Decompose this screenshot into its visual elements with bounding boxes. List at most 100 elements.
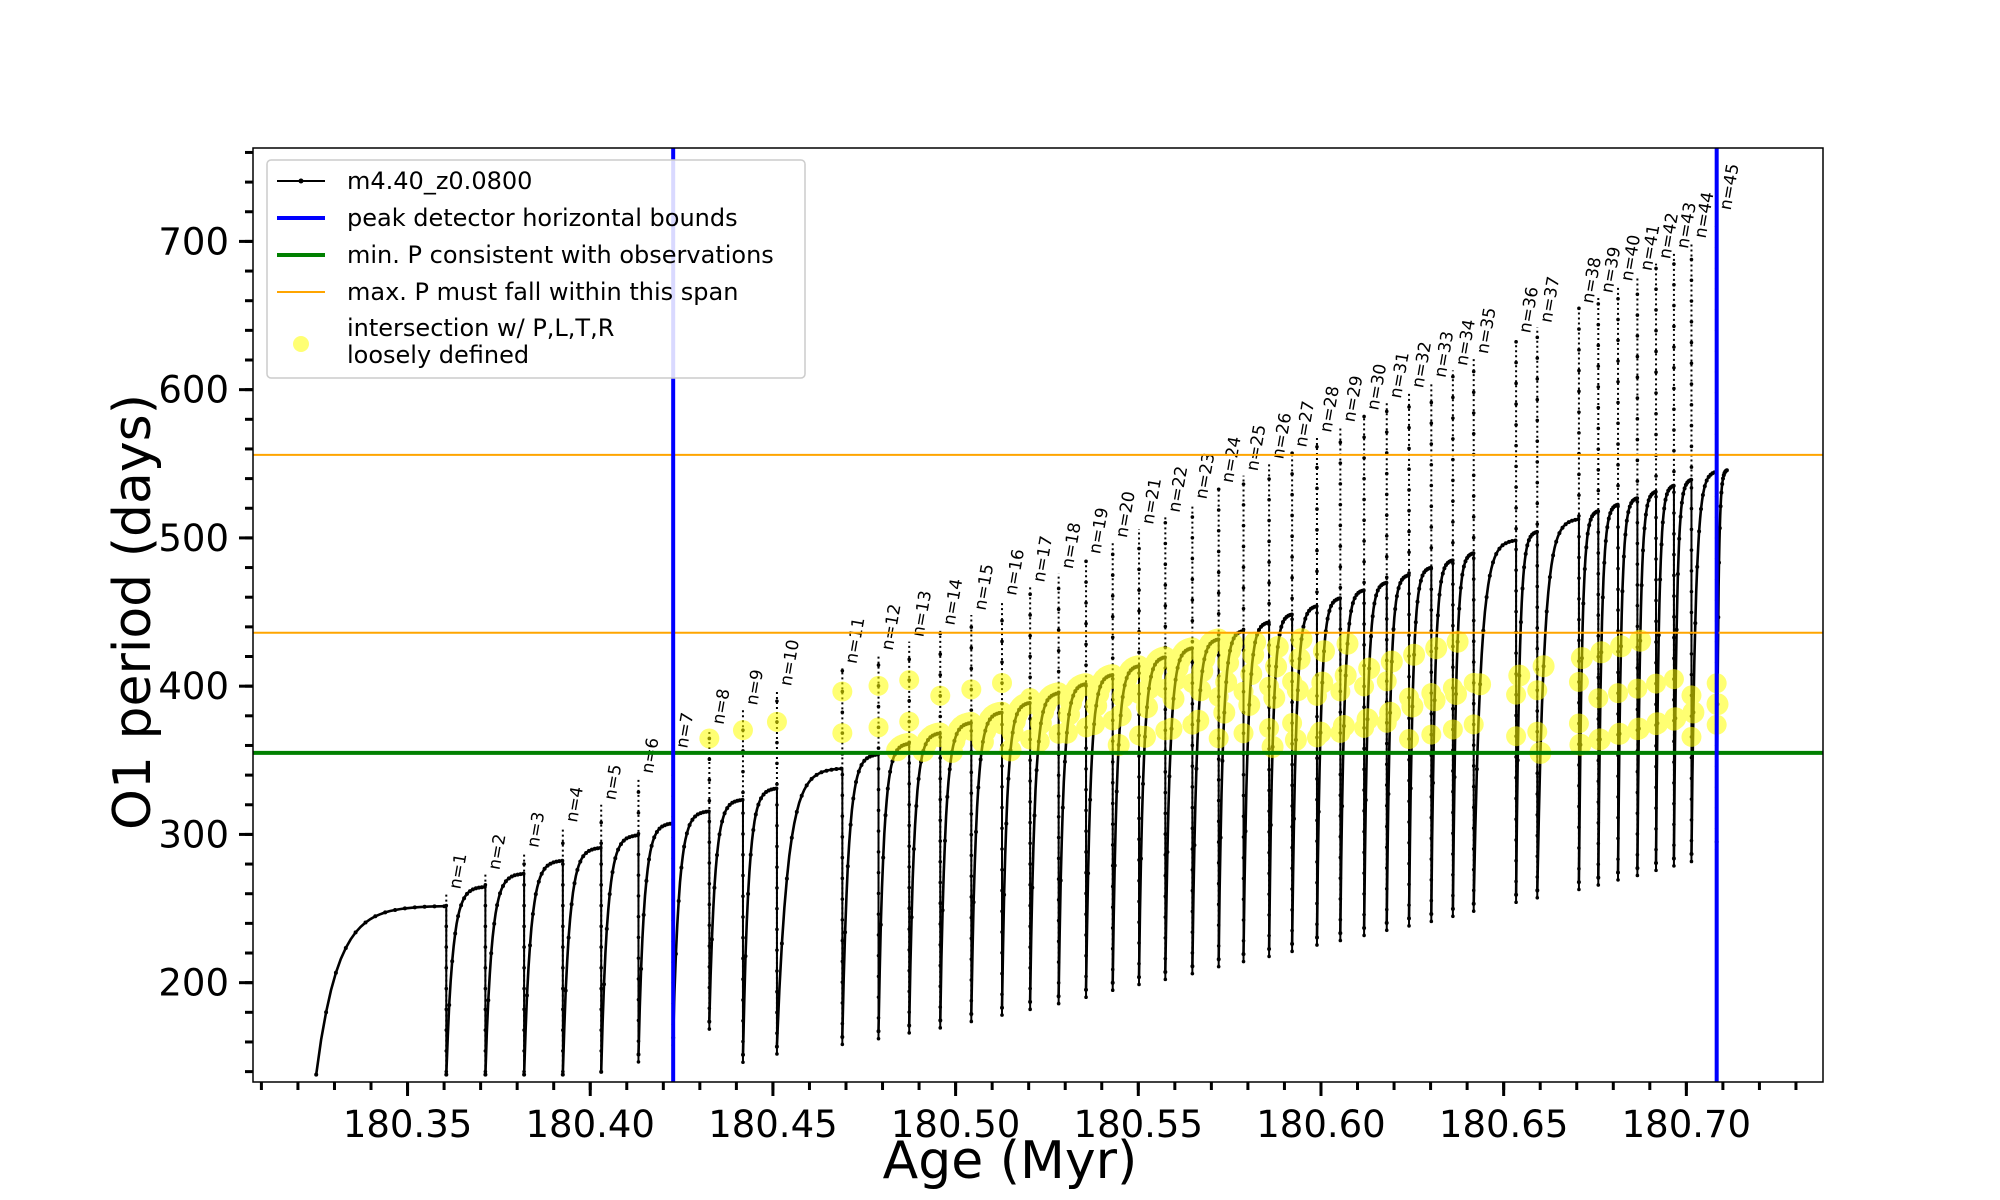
track-point (1384, 762, 1389, 767)
intersection-marker (1646, 673, 1667, 694)
legend-label: loosely defined (347, 341, 529, 369)
track-point (876, 891, 881, 896)
track-point (1110, 988, 1115, 993)
track-point (1471, 556, 1476, 561)
track-point (1362, 476, 1366, 481)
track-point (876, 870, 881, 875)
track-point (1577, 348, 1581, 352)
track-point (741, 832, 745, 836)
track-point (636, 1060, 641, 1064)
track-point (1672, 448, 1676, 453)
track-point (1000, 1013, 1004, 1017)
track-point (1407, 716, 1411, 721)
track-point (1672, 594, 1676, 598)
track-point (483, 1007, 488, 1012)
track-point (1407, 529, 1411, 534)
track-point (876, 829, 881, 833)
track-point (907, 885, 912, 890)
track-point (1384, 741, 1389, 746)
track-point (741, 894, 745, 899)
legend-entry-track: m4.40_z0.0800 (277, 167, 532, 195)
track-point (1267, 560, 1271, 564)
track-point (1689, 610, 1694, 615)
track-point (1577, 514, 1581, 518)
intersection-marker (999, 739, 1022, 762)
track-point (1689, 859, 1694, 864)
track-point (741, 956, 745, 961)
track-point (1110, 594, 1115, 598)
track-point (1429, 670, 1434, 675)
track-point (1596, 426, 1601, 431)
track-point (1028, 592, 1032, 597)
intersection-marker (1588, 728, 1611, 751)
track-point (522, 903, 526, 908)
track-point (969, 791, 974, 795)
track-point (1596, 675, 1601, 680)
track-point (775, 906, 779, 911)
track-point (1451, 582, 1455, 586)
track-point (1190, 702, 1195, 706)
track-point (1616, 359, 1620, 363)
track-segment (637, 822, 673, 1055)
track-point (1267, 581, 1271, 585)
track-point (1290, 555, 1294, 559)
track-point (1384, 637, 1389, 642)
track-point (1137, 567, 1141, 572)
pulse-label: n=6 (638, 736, 664, 775)
track-point (840, 918, 845, 922)
x-tick-label: 180.60 (1256, 1103, 1385, 1146)
track-point (1689, 278, 1694, 283)
intersection-marker (1290, 628, 1313, 651)
track-point (1290, 762, 1294, 767)
track-point (969, 832, 974, 837)
track-point (1362, 705, 1366, 709)
pulse-label: n=14 (939, 577, 967, 626)
track-point (1163, 520, 1168, 525)
track-point (1267, 622, 1271, 627)
pulse-label: n=13 (908, 589, 936, 638)
intersection-marker (930, 685, 951, 706)
track-point (1267, 767, 1271, 772)
track-point (1190, 826, 1195, 831)
track-point (1407, 446, 1411, 451)
track-point (1616, 442, 1620, 446)
track-segment (775, 767, 842, 1047)
track-point (1672, 303, 1676, 308)
intersection-marker (1527, 721, 1548, 742)
pulse-label: n=15 (971, 562, 999, 611)
track-point (1471, 639, 1476, 644)
track-point (1535, 771, 1540, 776)
pulse-label: n=35 (1473, 306, 1501, 355)
track-point (1110, 822, 1115, 826)
pulse-label: n=11 (842, 616, 870, 665)
track-point (1110, 801, 1115, 806)
legend-marker (293, 336, 309, 352)
intersection-marker (1629, 629, 1652, 652)
track-point (1451, 520, 1455, 524)
intersection-marker (1309, 721, 1332, 744)
intersection-marker (1608, 683, 1629, 704)
intersection-marker (868, 675, 889, 696)
track-point (1028, 799, 1032, 804)
track-point (1163, 583, 1168, 587)
track-segment (314, 904, 445, 1075)
track-point (1084, 850, 1088, 854)
track-point (1616, 317, 1620, 322)
track-point (599, 924, 603, 929)
track-point (1362, 622, 1366, 626)
track-point (840, 710, 845, 715)
track-point (840, 938, 845, 943)
track-point (1471, 473, 1476, 478)
track-point (1190, 805, 1195, 810)
track-point (1471, 431, 1476, 436)
track-point (1451, 499, 1455, 503)
pulse-label: n=17 (1029, 534, 1057, 583)
track-point (1110, 760, 1115, 764)
intersection-marker (1263, 686, 1286, 709)
track-point (1596, 364, 1601, 368)
track-point (1362, 933, 1366, 938)
track-point (1407, 924, 1411, 928)
track-point (1654, 287, 1658, 292)
track-point (707, 840, 712, 845)
pulse-label: n=3 (523, 810, 549, 849)
